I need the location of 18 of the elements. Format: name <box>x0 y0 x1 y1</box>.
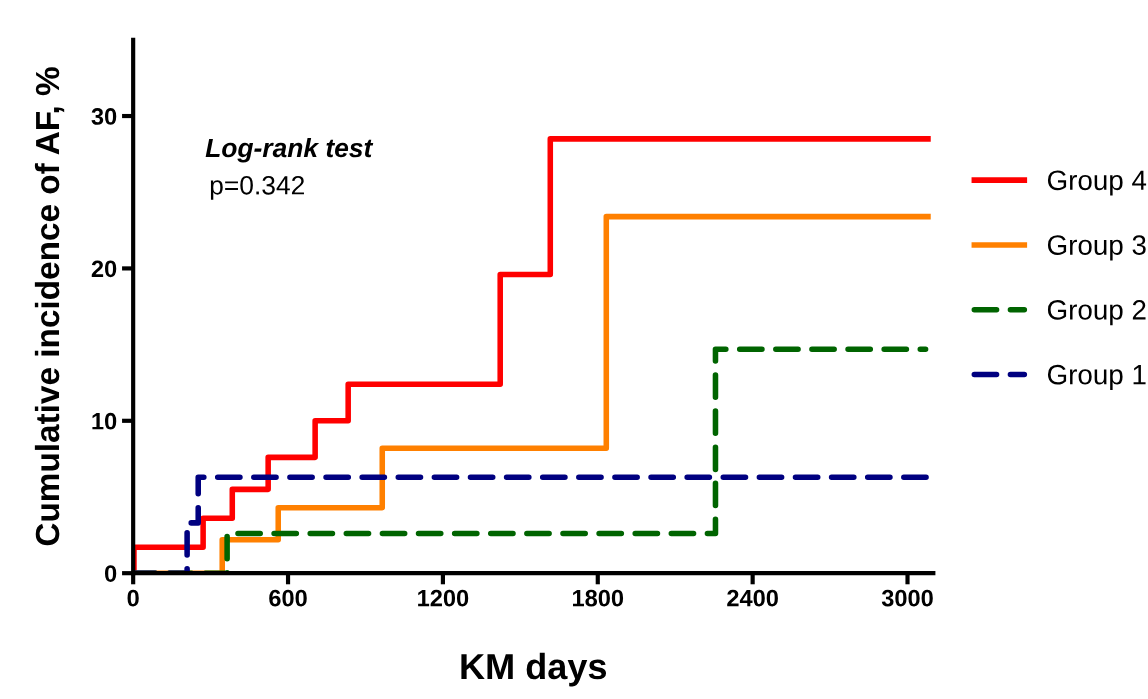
y-tick-label: 30 <box>91 108 117 125</box>
legend-label: Group 3 <box>1047 235 1146 261</box>
annotation: Log-rank test <box>205 137 374 163</box>
x-tick-label: 0 <box>127 589 139 607</box>
legend-label: Group 1 <box>1047 364 1146 390</box>
y-tick-label: 20 <box>91 260 117 278</box>
x-tick-label: 600 <box>269 589 307 607</box>
x-tick-label: 2400 <box>727 589 778 607</box>
x-tick-label: 3000 <box>881 589 933 607</box>
y-tick-label: 0 <box>105 565 117 582</box>
y-tick-label: 10 <box>92 412 117 430</box>
x-tick-label: 1800 <box>573 589 624 607</box>
x-tick-label: 1200 <box>418 589 469 607</box>
y-axis-title: Cumulative incidence of AF, % <box>34 67 65 546</box>
legend-label: Group 4 <box>1047 170 1147 196</box>
x-axis-title: KM days <box>461 652 607 687</box>
annotation: p=0.342 <box>210 175 304 200</box>
legend-label: Group 2 <box>1047 300 1146 326</box>
